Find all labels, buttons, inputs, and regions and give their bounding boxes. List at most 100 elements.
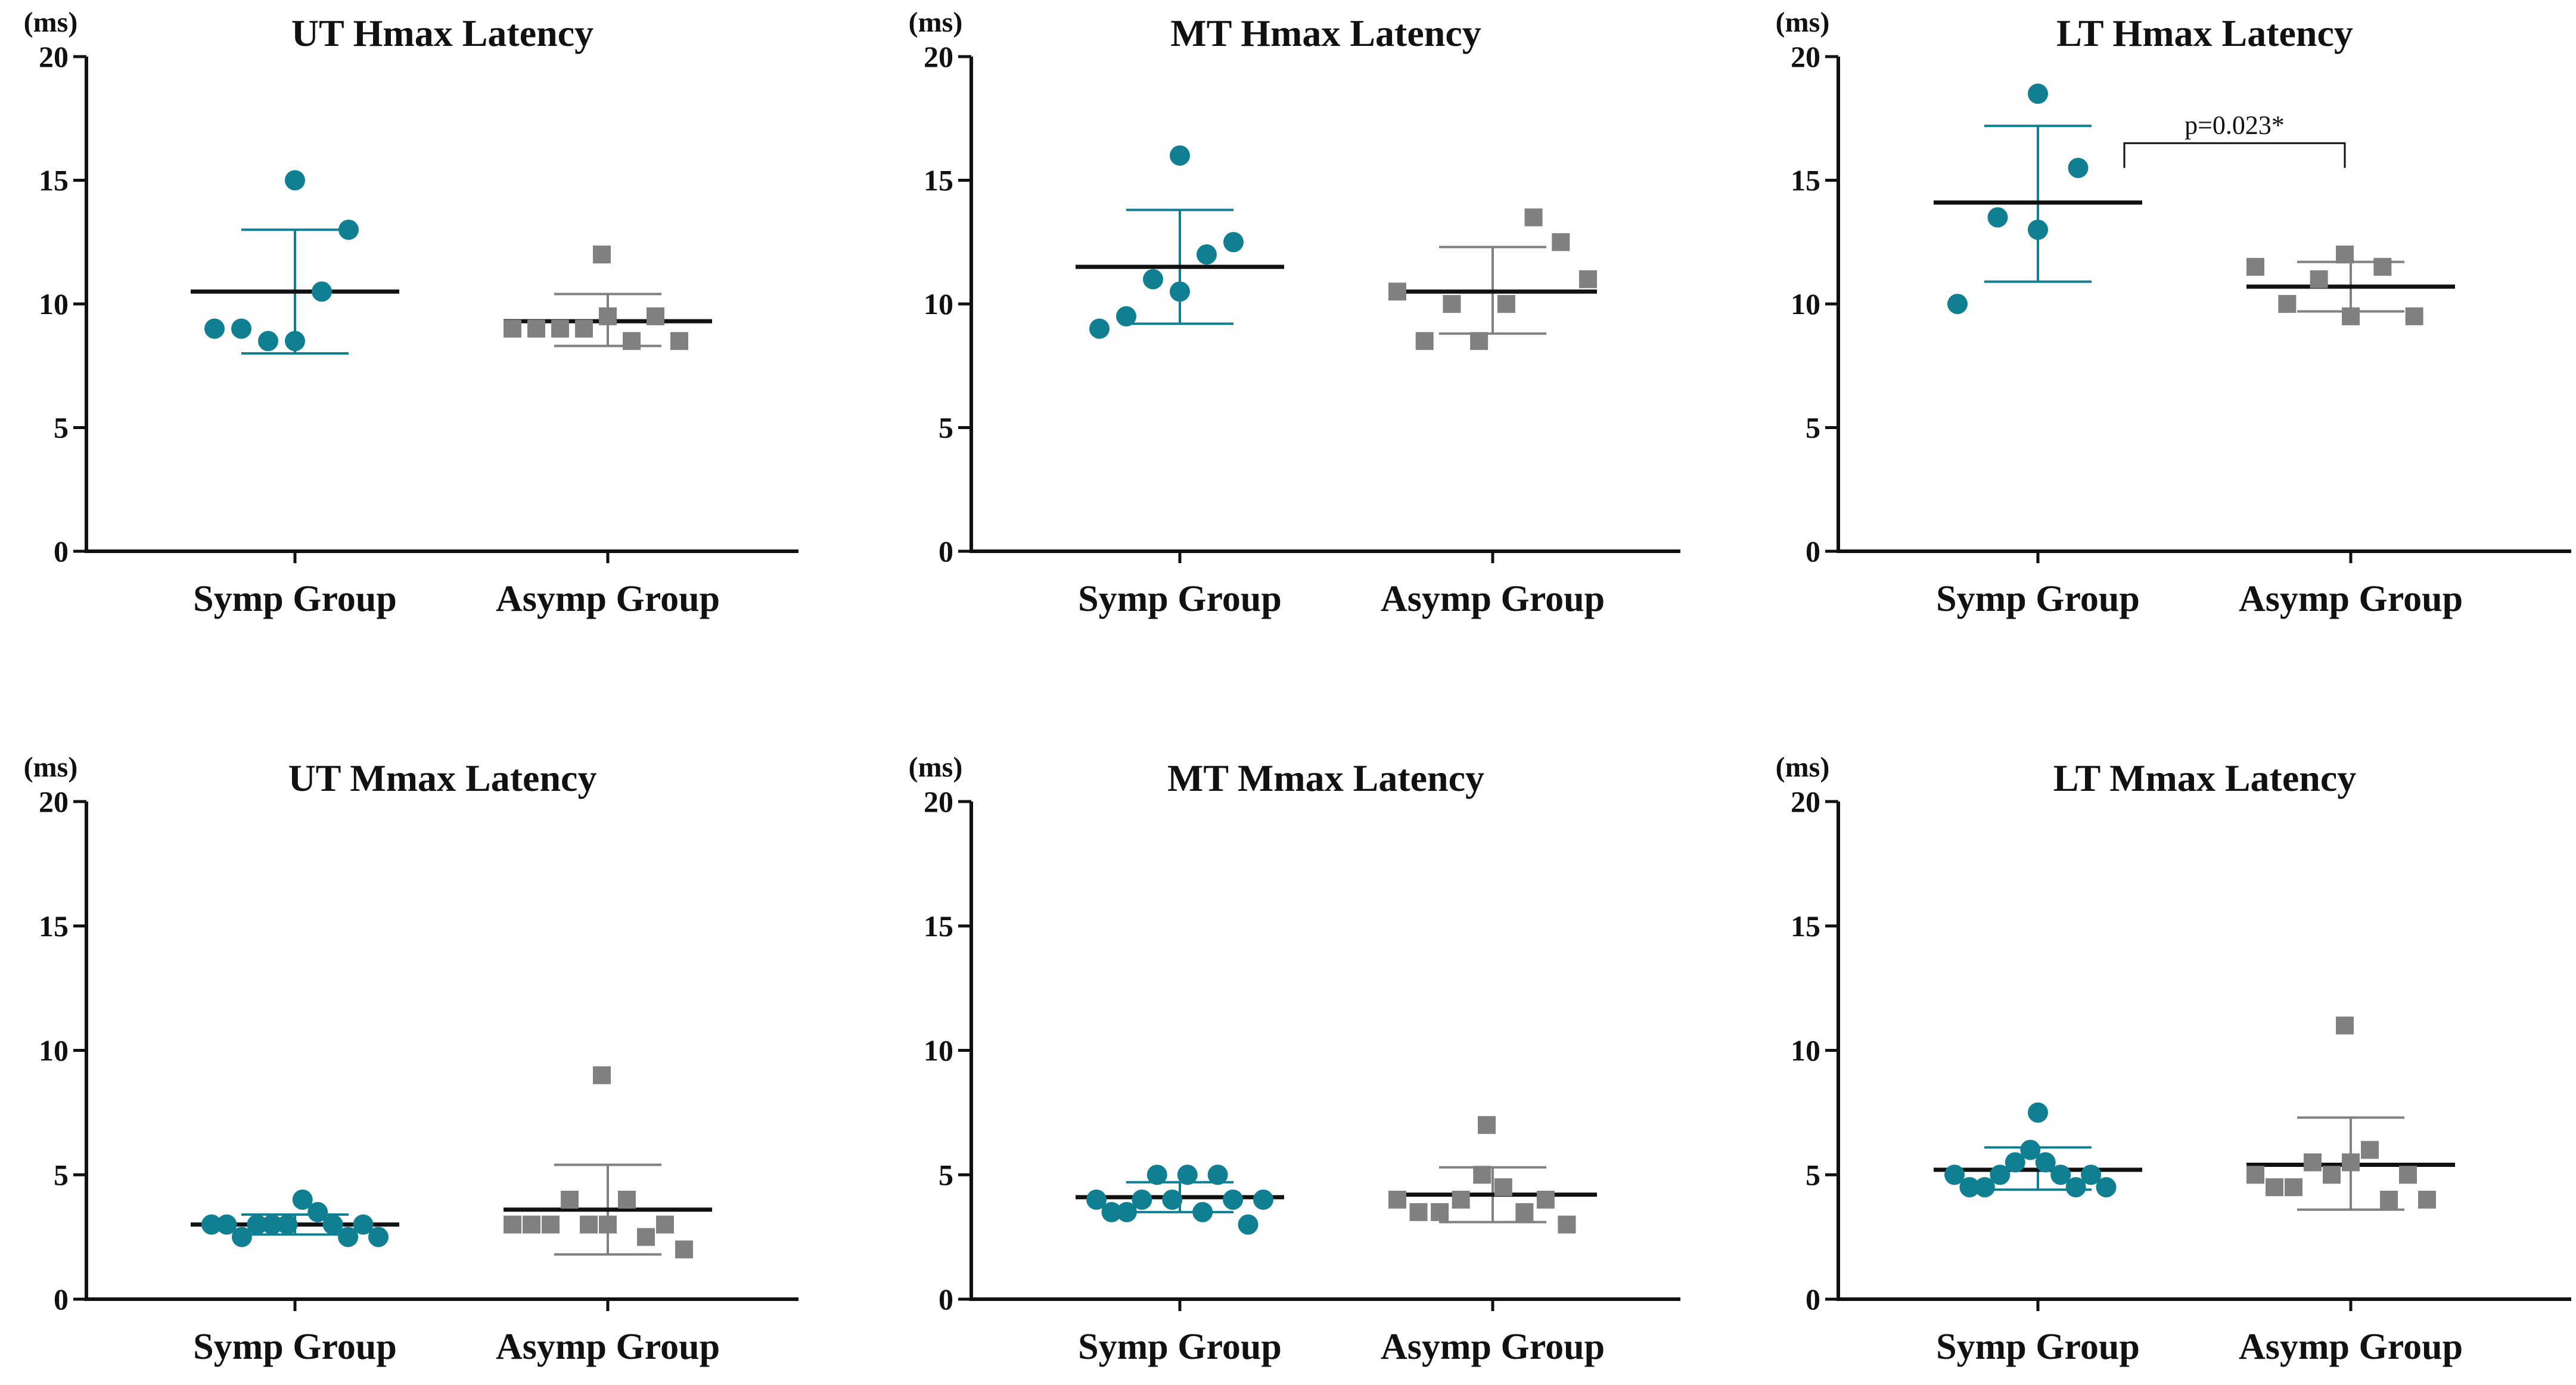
y-tick-label: 15 [1791, 164, 1820, 197]
data-point-circle [1223, 232, 1244, 253]
data-point-square [1524, 208, 1543, 226]
data-point-square [1443, 295, 1461, 313]
data-point-circle [368, 1226, 389, 1247]
y-tick-label: 10 [1791, 1034, 1820, 1067]
data-point-square [551, 319, 569, 338]
data-point-square [1409, 1203, 1428, 1221]
data-point-square [2336, 246, 2354, 263]
data-point-square [2399, 1166, 2417, 1184]
data-point-circle [1253, 1190, 1273, 1210]
data-point-circle [2081, 1164, 2102, 1185]
data-point-square [2278, 295, 2297, 313]
data-point-square [623, 332, 641, 350]
data-point-circle [1944, 1164, 1965, 1185]
y-tick-label: 5 [1806, 1158, 1820, 1191]
y-tick-label: 0 [939, 1282, 953, 1316]
significance-bracket [2123, 142, 2346, 168]
data-point-square [1478, 1116, 1496, 1134]
data-point-circle [2096, 1177, 2117, 1198]
chart-panel-6: LT Mmax Latency (ms) 0 5 10 15 20 Symp Group Asy… [1776, 751, 2571, 1367]
data-point-circle [338, 1226, 359, 1247]
data-point-circle [1987, 207, 2008, 228]
data-point-square [542, 1215, 560, 1234]
y-axis-unit-label: (ms) [1776, 751, 1830, 783]
y-tick-label: 20 [1791, 40, 1820, 73]
data-point-square [593, 246, 611, 263]
data-point-circle [307, 1201, 328, 1222]
data-point-circle [1101, 1201, 1122, 1222]
y-axis-unit-label: (ms) [24, 751, 78, 783]
chart-title: UT Hmax Latency [291, 12, 593, 54]
data-point-square [2380, 1191, 2398, 1209]
data-point-circle [322, 1214, 343, 1235]
data-point-square [2304, 1153, 2322, 1172]
data-point-circle [1177, 1164, 1198, 1185]
data-point-circle [1197, 244, 1217, 265]
data-point-circle [285, 170, 305, 191]
data-point-square [1497, 295, 1515, 313]
y-axis-unit-label: (ms) [1776, 7, 1830, 38]
y-tick-label: 20 [924, 40, 953, 73]
data-point-square [504, 319, 521, 338]
y-tick-label: 20 [924, 785, 953, 818]
data-point-square [2418, 1191, 2436, 1209]
y-tick-label: 15 [924, 164, 953, 197]
data-point-square [1515, 1203, 1534, 1221]
data-point-circle [353, 1214, 374, 1235]
data-point-square [2266, 1178, 2283, 1197]
data-point-square [599, 307, 617, 325]
chart-panel-3: LT Hmax Latency (ms) 0 5 10 15 20 Symp Group Asy… [1776, 7, 2571, 619]
data-point-circle [1974, 1177, 1995, 1198]
chart-title: LT Mmax Latency [2053, 757, 2356, 799]
data-point-square [637, 1228, 655, 1246]
data-point-square [1470, 332, 1489, 350]
chart-panel-5: MT Mmax Latency (ms) 0 5 10 15 20 Symp Group Asy… [909, 751, 1680, 1367]
y-tick-label: 15 [39, 909, 69, 943]
data-point-square [523, 1215, 540, 1234]
data-point-circle [2050, 1164, 2071, 1185]
data-point-square [1552, 233, 1570, 251]
data-point-circle [1089, 318, 1110, 339]
data-point-circle [1959, 1177, 1980, 1198]
significance-label: p=0.023* [2185, 110, 2285, 139]
chart-panel-2: MT Hmax Latency (ms) 0 5 10 15 20 Symp Group Asy… [909, 7, 1680, 619]
data-point-circle [1192, 1201, 1213, 1222]
chart-title: UT Mmax Latency [288, 757, 597, 799]
data-point-circle [292, 1190, 313, 1210]
data-point-square [1388, 282, 1406, 301]
data-point-circle [2028, 219, 2048, 240]
y-tick-label: 5 [1806, 411, 1820, 445]
x-category-label: Asymp Group [1381, 579, 1605, 619]
data-point-square [561, 1191, 579, 1209]
data-point-square [656, 1215, 674, 1234]
x-category-label: Asymp Group [1381, 1327, 1605, 1367]
data-point-square [527, 319, 545, 338]
y-tick-label: 0 [939, 535, 953, 568]
data-point-square [504, 1215, 521, 1234]
y-tick-label: 5 [939, 1158, 953, 1191]
data-point-circle [2020, 1139, 2041, 1160]
data-point-circle [285, 331, 305, 352]
data-point-square [1494, 1178, 1512, 1197]
data-point-square [575, 319, 593, 338]
chart-title: MT Mmax Latency [1167, 757, 1484, 799]
x-category-label: Asymp Group [496, 579, 720, 619]
data-point-circle [1990, 1164, 2011, 1185]
x-category-label: Symp Group [193, 1327, 397, 1367]
data-point-circle [201, 1214, 222, 1235]
data-point-square [2342, 1153, 2360, 1172]
data-point-circle [231, 318, 251, 339]
data-point-circle [1947, 294, 1968, 314]
data-point-circle [258, 331, 278, 352]
y-tick-label: 0 [1806, 535, 1820, 568]
data-point-circle [262, 1214, 282, 1235]
data-point-circle [1170, 145, 1190, 166]
y-axis-unit-label: (ms) [909, 7, 963, 38]
y-axis-unit-label: (ms) [24, 7, 78, 38]
data-point-circle [2005, 1152, 2025, 1173]
data-point-circle [2065, 1177, 2086, 1198]
chart-title: MT Hmax Latency [1170, 12, 1481, 54]
x-category-label: Symp Group [1936, 1327, 2140, 1367]
data-point-square [2246, 1166, 2264, 1184]
y-tick-label: 5 [54, 1158, 69, 1191]
